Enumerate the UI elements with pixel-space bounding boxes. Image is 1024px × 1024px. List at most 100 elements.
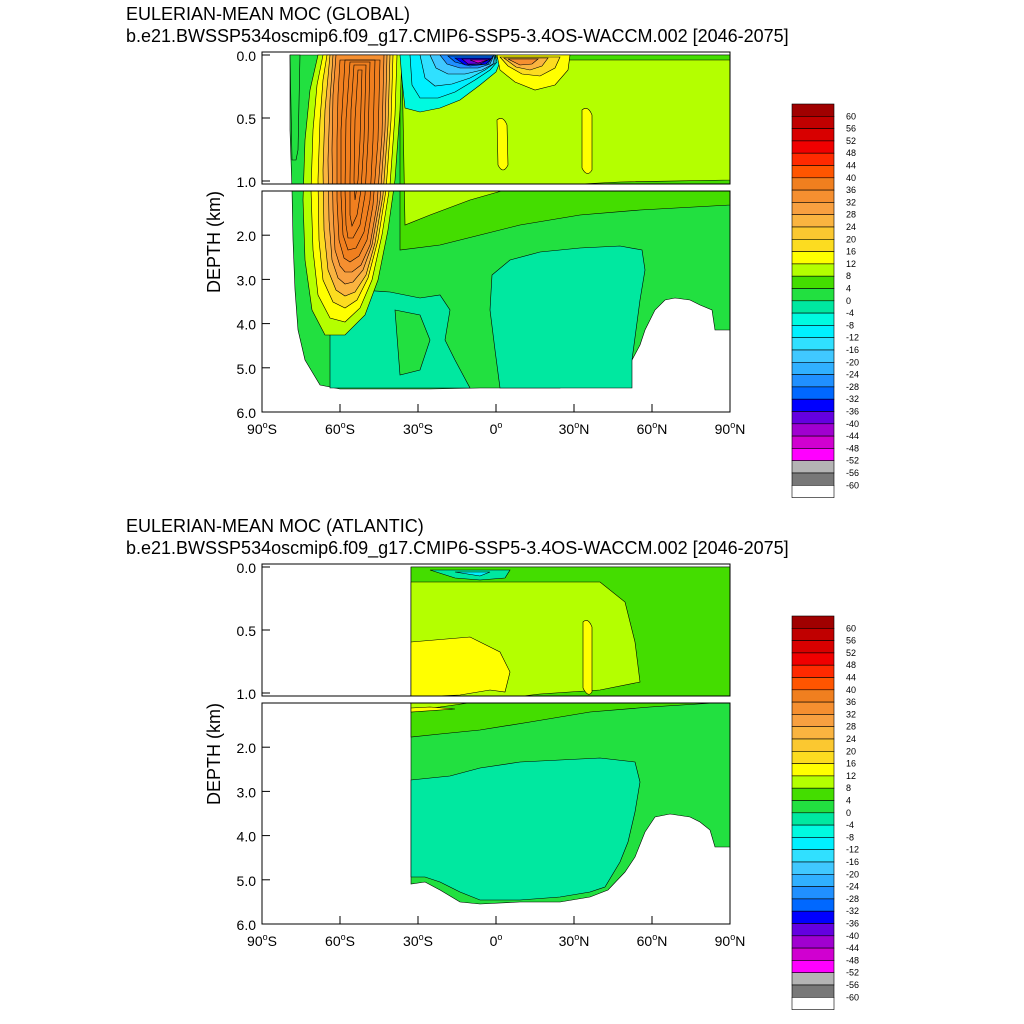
- y-tick-label: 3.0: [237, 272, 257, 288]
- y-tick-label: 0.0: [237, 560, 257, 576]
- colorbar-swatch: [791, 165, 835, 179]
- colorbar-swatch: [791, 448, 835, 461]
- colorbar-label: 40: [846, 173, 856, 183]
- colorbar-swatch: [791, 202, 835, 216]
- colorbar-global: 60565248444036322824201612840-4-8-12-16-…: [791, 103, 859, 498]
- colorbar-label: 32: [846, 197, 856, 207]
- colorbar-swatch: [791, 923, 835, 937]
- colorbar-swatch: [791, 460, 835, 474]
- colorbar-label: 20: [846, 746, 856, 756]
- x-tick-label: 0o: [490, 420, 503, 437]
- contour-field-atlantic: [262, 564, 730, 924]
- colorbar-swatch: [791, 325, 835, 338]
- colorbar-label: 52: [846, 648, 856, 658]
- colorbar-swatch: [791, 288, 835, 302]
- colorbar-swatch: [791, 677, 835, 691]
- colorbar-swatch: [791, 861, 835, 875]
- colorbar-swatch: [791, 873, 835, 887]
- colorbar-swatch: [791, 701, 835, 715]
- colorbar-swatch: [791, 177, 835, 191]
- colorbar-swatch: [791, 251, 835, 265]
- x-tick-label: 90oN: [715, 420, 746, 437]
- x-tick-label: 30oN: [559, 932, 590, 949]
- y-tick-label: 0.5: [237, 111, 257, 127]
- colorbar-label: 20: [846, 234, 856, 244]
- colorbar-swatch: [791, 423, 835, 437]
- colorbar-label: 60: [846, 111, 856, 121]
- colorbar-swatch: [791, 664, 835, 678]
- colorbar-label: 56: [846, 124, 856, 134]
- colorbar-swatch: [791, 103, 835, 117]
- colorbar-swatch: [791, 714, 835, 728]
- colorbar-label: -40: [846, 419, 859, 429]
- colorbar-atlantic: 60565248444036322824201612840-4-8-12-16-…: [791, 615, 859, 1010]
- colorbar-label: -4: [846, 308, 854, 318]
- y-tick-label: 5.0: [237, 873, 257, 889]
- colorbar-swatch: [791, 263, 835, 277]
- y-tick-label: 1.0: [237, 174, 257, 190]
- colorbar-label: 0: [846, 296, 851, 306]
- colorbar-label: 8: [846, 783, 851, 793]
- colorbar-swatch: [791, 337, 835, 351]
- y-axis-label: DEPTH (km): [204, 703, 224, 805]
- colorbar-label: -40: [846, 931, 859, 941]
- x-tick-label: 90oS: [247, 420, 277, 437]
- colorbar-label: 12: [846, 771, 856, 781]
- colorbar-swatch: [791, 886, 835, 900]
- colorbar-swatch: [791, 689, 835, 703]
- colorbar-swatch: [791, 775, 835, 789]
- y-tick-label: 4.0: [237, 317, 257, 333]
- x-tick-label: 0o: [490, 932, 503, 949]
- colorbar-label: -24: [846, 370, 859, 380]
- y-tick-label: 6.0: [237, 405, 257, 421]
- colorbar-label: 52: [846, 136, 856, 146]
- colorbar-swatch: [791, 214, 835, 228]
- x-tick-label: 30oS: [403, 420, 433, 437]
- y-tick-label: 2.0: [237, 228, 257, 244]
- x-tick-label: 60oN: [637, 932, 668, 949]
- contour-field-global: [262, 52, 730, 412]
- y-tick-label: 3.0: [237, 784, 257, 800]
- colorbar-label: 44: [846, 161, 856, 171]
- colorbar-swatch: [791, 800, 835, 814]
- colorbar-swatch: [791, 152, 835, 166]
- colorbar-label: -36: [846, 919, 859, 929]
- colorbar-swatch: [791, 726, 835, 740]
- colorbar-label: -52: [846, 456, 859, 466]
- colorbar-swatch: [791, 386, 835, 400]
- colorbar-swatch: [791, 640, 835, 654]
- y-tick-label: 5.0: [237, 361, 257, 377]
- colorbar-swatch: [791, 484, 835, 498]
- colorbar-label: -48: [846, 955, 859, 965]
- colorbar-label: -56: [846, 980, 859, 990]
- colorbar-swatch: [791, 960, 835, 973]
- colorbar-label: -20: [846, 357, 859, 367]
- colorbar-label: 48: [846, 148, 856, 158]
- colorbar-swatch: [791, 361, 835, 375]
- chart-subtitle-atlantic: b.e21.BWSSP534oscmip6.f09_g17.CMIP6-SSP5…: [126, 538, 789, 558]
- colorbar-swatch: [791, 312, 835, 326]
- colorbar-label: -16: [846, 345, 859, 355]
- colorbar-label: 24: [846, 734, 856, 744]
- colorbar-label: 60: [846, 623, 856, 633]
- colorbar-label: 16: [846, 247, 856, 257]
- colorbar-label: 44: [846, 673, 856, 683]
- colorbar-label: -52: [846, 968, 859, 978]
- colorbar-swatch: [791, 275, 835, 289]
- x-tick-label: 60oS: [325, 420, 355, 437]
- colorbar-label: -12: [846, 845, 859, 855]
- colorbar-label: 40: [846, 685, 856, 695]
- colorbar-swatch: [791, 837, 835, 850]
- colorbar-label: -60: [846, 480, 859, 490]
- colorbar-label: 16: [846, 759, 856, 769]
- chart-subtitle-global: b.e21.BWSSP534oscmip6.f09_g17.CMIP6-SSP5…: [126, 26, 789, 46]
- y-tick-label: 0.0: [237, 48, 257, 64]
- colorbar-label: 36: [846, 697, 856, 707]
- colorbar-label: -48: [846, 443, 859, 453]
- colorbar-swatch: [791, 435, 835, 449]
- x-tick-label: 60oN: [637, 420, 668, 437]
- colorbar-label: 24: [846, 222, 856, 232]
- colorbar-label: 4: [846, 796, 851, 806]
- colorbar-swatch: [791, 898, 835, 912]
